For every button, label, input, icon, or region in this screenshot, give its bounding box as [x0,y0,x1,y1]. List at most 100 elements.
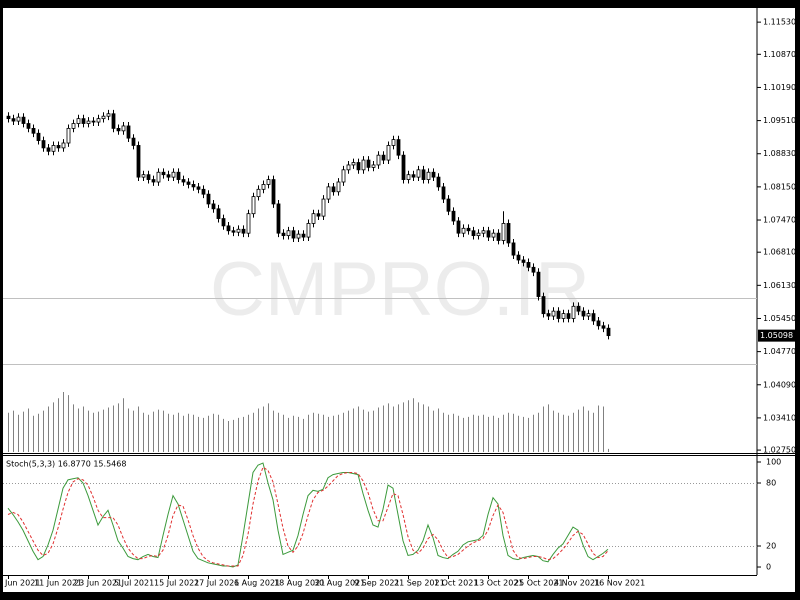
candle-body [46,147,51,152]
y-tick-label: 1.09510 [763,116,796,125]
candle-body [206,193,211,205]
candle-body [106,113,111,117]
x-tick-label: 1 Oct 2021 [434,579,478,588]
candle-body [336,181,341,193]
x-tick-label: 16 Nov 2021 [594,579,645,588]
candle-body [311,213,316,224]
canvas [3,8,795,592]
candle-body [276,203,281,234]
candle-body [61,142,66,149]
candle-body [546,313,551,317]
price-tag-label: 1.05098 [760,331,793,340]
candle-body [371,164,376,168]
candle-body [121,125,126,132]
candle-body [31,127,36,134]
candle-body [256,188,261,198]
candle-body [471,230,476,237]
candle-body [166,174,171,178]
candle-body [331,186,336,193]
candle-body [191,184,196,188]
candle-body [306,223,311,238]
candle-body [381,154,386,161]
candle-body [171,171,176,178]
candle-body [576,305,581,312]
candle-body [116,127,121,132]
x-tick-label: 9 Sep 2021 [354,579,400,588]
candle-body [21,116,26,124]
candle-body [386,145,391,161]
y-tick-label: 1.05450 [763,314,796,323]
x-tick-label: 13 Oct 2021 [474,579,523,588]
candle-body [461,227,466,234]
y-tick-label: 1.06130 [763,281,796,290]
candle-body [201,188,206,195]
y-tick-label: 1.04770 [763,347,796,356]
candle-body [551,310,556,317]
indicator-line [7,466,609,567]
indicator-line [7,462,609,568]
candle-body [406,174,411,180]
x-tick-label: 18 Aug 2021 [274,579,325,588]
candle-body [211,203,216,210]
candle-body [451,210,456,222]
candle-body [501,223,506,241]
candle-body [526,262,531,268]
candle-body [186,181,191,185]
candle-body [216,208,221,219]
watermark: CMPRO.IR [210,247,590,332]
candle-body [591,313,596,322]
candle-body [66,127,71,144]
candle-body [401,154,406,180]
indicator-title: Stoch(5,3,3) 16.8770 15.5468 [6,460,126,469]
candle-body [321,198,326,217]
candle-body [291,230,296,239]
y-tick-label: 1.07470 [763,216,796,225]
candle-body [271,179,276,205]
candle-body [226,225,231,232]
candle-body [51,145,56,152]
candle-body [96,118,101,123]
candle-body [571,305,576,319]
candle-body [356,162,361,171]
y-tick-label: 1.02750 [763,446,796,455]
candle-body [376,154,381,166]
candle-body [151,179,156,183]
candle-body [181,179,186,183]
candle-body [16,116,21,122]
candle-body [81,118,86,124]
candle-body [301,233,306,238]
y-tick-label: 1.10870 [763,50,796,59]
candle-body [286,230,291,237]
y-tick-label: 1.03410 [763,413,796,422]
y-tick-label: 1.04090 [763,380,796,389]
candle-body [496,232,501,241]
candle-body [446,198,451,212]
candle-body [326,186,331,200]
x-tick-label: 27 Jul 2021 [194,579,239,588]
candle-body [481,230,486,234]
candle-body [26,123,31,129]
candle-body [281,232,286,237]
candle-body [241,228,246,234]
candle-body [341,169,346,183]
x-tick-label: 11 Jun 2021 [34,579,82,588]
candle-body [421,169,426,180]
candle-body [296,233,301,239]
candle-body [556,310,561,319]
candle-body [476,232,481,237]
candle-body [431,171,436,178]
candle-body [366,159,371,168]
candle-body [11,118,16,122]
price-tag [758,329,795,342]
candle-body [231,230,236,233]
candle-body [316,213,321,217]
candle-body [516,254,521,261]
x-tick-label: 6 Aug 2021 [234,579,280,588]
candle-body [511,242,516,256]
candle-body [541,296,546,315]
candle-body [126,125,131,139]
y-tick-label: 1.08830 [763,149,796,158]
candle-body [156,171,161,183]
y-tick-label: 100 [766,457,781,466]
